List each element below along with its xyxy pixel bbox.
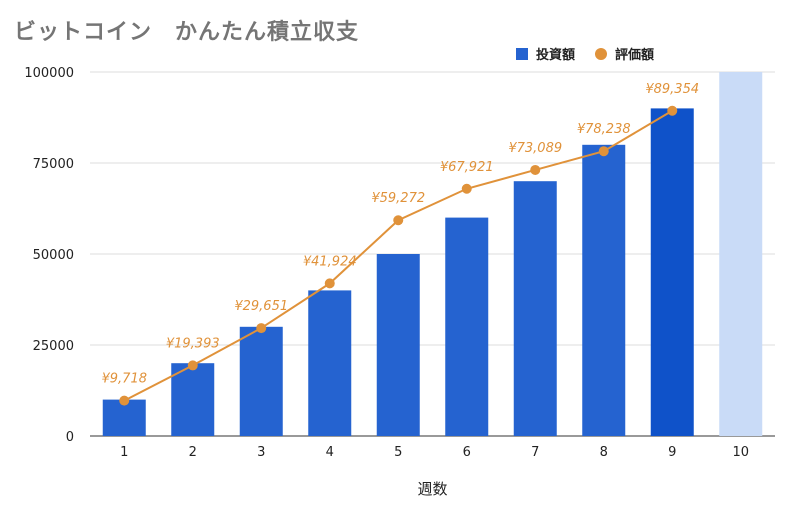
bar	[239, 326, 283, 436]
x-tick-label: 2	[189, 445, 197, 460]
bar	[376, 254, 420, 436]
data-label: ¥19,393	[166, 336, 220, 351]
x-axis-label: 週数	[417, 480, 447, 498]
data-label: ¥78,238	[577, 122, 631, 137]
data-point	[187, 360, 198, 371]
bar	[308, 290, 352, 436]
data-point	[598, 146, 609, 157]
x-tick-label: 7	[531, 445, 539, 460]
bar	[171, 363, 215, 436]
bar	[513, 181, 557, 436]
y-tick-label: 100000	[24, 66, 74, 81]
data-point	[256, 323, 267, 334]
legend-label-valuation: 評価額	[615, 48, 655, 63]
x-tick-label: 4	[326, 445, 334, 460]
data-label: ¥67,921	[440, 160, 494, 175]
data-label: ¥41,924	[303, 254, 357, 269]
x-tick-label: 1	[120, 445, 128, 460]
data-label: ¥89,354	[645, 82, 699, 97]
x-tick-label: 10	[732, 445, 749, 460]
bar	[102, 399, 146, 436]
x-tick-label: 6	[463, 445, 471, 460]
y-tick-label: 25000	[33, 339, 74, 354]
data-point	[119, 395, 130, 406]
data-point	[461, 183, 472, 194]
data-point	[667, 105, 678, 116]
data-point	[530, 164, 541, 175]
bar	[719, 72, 763, 436]
data-label: ¥9,718	[102, 372, 148, 387]
data-point	[393, 215, 404, 226]
y-tick-label: 0	[66, 430, 74, 445]
data-label: ¥29,651	[234, 299, 288, 314]
data-point	[324, 278, 335, 289]
bar	[445, 217, 489, 436]
data-label: ¥73,089	[508, 141, 562, 156]
legend-item-valuation: 評価額	[595, 44, 654, 63]
legend-label-investment: 投資額	[536, 48, 576, 63]
bar	[582, 144, 626, 437]
legend-bar-swatch	[516, 47, 528, 60]
y-tick-label: 50000	[33, 248, 74, 263]
y-tick-label: 75000	[33, 157, 74, 172]
legend-dot-swatch	[595, 47, 608, 60]
x-tick-label: 9	[668, 445, 676, 460]
legend-item-investment: 投資額	[516, 44, 575, 63]
chart-title: ビットコイン かんたん積立収支	[14, 20, 360, 45]
bar	[650, 108, 694, 437]
x-tick-label: 3	[257, 445, 265, 460]
legend: 投資額 評価額	[516, 44, 674, 63]
x-tick-label: 5	[394, 445, 402, 460]
data-label: ¥59,272	[371, 191, 425, 206]
x-tick-label: 8	[600, 445, 608, 460]
